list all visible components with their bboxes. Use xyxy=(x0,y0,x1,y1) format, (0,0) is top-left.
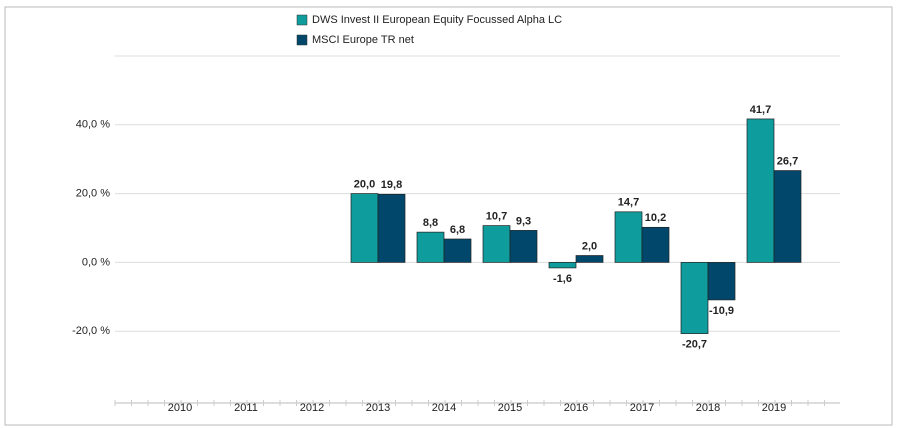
legend-swatch xyxy=(296,14,308,26)
legend-label: MSCI Europe TR net xyxy=(312,34,414,46)
x-tick-label: 2010 xyxy=(168,402,192,414)
y-tick-label: 0,0 % xyxy=(82,256,110,268)
y-tick-label: 20,0 % xyxy=(76,188,110,200)
x-tick-label: 2011 xyxy=(234,402,258,414)
value-label: 41,7 xyxy=(750,104,771,116)
value-label: 14,7 xyxy=(618,197,639,209)
bar xyxy=(773,170,802,263)
x-tick-label: 2018 xyxy=(696,402,720,414)
legend-swatch xyxy=(296,34,308,46)
bar xyxy=(443,238,472,263)
value-label: 6,8 xyxy=(450,224,465,236)
value-label: 26,7 xyxy=(777,155,798,167)
value-label: 19,8 xyxy=(381,179,402,191)
x-tick-label: 2014 xyxy=(432,402,456,414)
x-tick-label: 2017 xyxy=(630,402,654,414)
value-label: -1,6 xyxy=(553,273,572,285)
bar xyxy=(509,230,538,263)
y-tick-label: -20,0 % xyxy=(72,325,110,337)
x-tick-label: 2016 xyxy=(564,402,588,414)
value-label: 9,3 xyxy=(516,215,531,227)
value-label: 10,2 xyxy=(645,212,666,224)
value-label: 2,0 xyxy=(582,240,597,252)
value-label: 10,7 xyxy=(486,210,507,222)
legend-label: DWS Invest II European Equity Focussed A… xyxy=(312,14,562,26)
frame xyxy=(4,6,893,426)
value-label: -10,9 xyxy=(709,305,734,317)
bar xyxy=(746,118,775,263)
value-label: 20,0 xyxy=(354,179,375,191)
bar xyxy=(416,231,445,263)
value-label: 8,8 xyxy=(423,217,438,229)
bar xyxy=(575,255,604,263)
bar xyxy=(548,262,577,269)
bar xyxy=(707,262,736,301)
bar xyxy=(680,262,709,334)
x-tick-label: 2015 xyxy=(498,402,522,414)
bar xyxy=(377,193,406,263)
bar xyxy=(641,226,670,263)
x-tick-label: 2012 xyxy=(300,402,324,414)
y-tick-label: 40,0 % xyxy=(76,119,110,131)
bar xyxy=(614,211,643,263)
x-tick-label: 2013 xyxy=(366,402,390,414)
bar xyxy=(482,225,511,263)
x-tick-label: 2019 xyxy=(762,402,786,414)
value-label: -20,7 xyxy=(682,339,707,351)
bar xyxy=(350,193,379,263)
